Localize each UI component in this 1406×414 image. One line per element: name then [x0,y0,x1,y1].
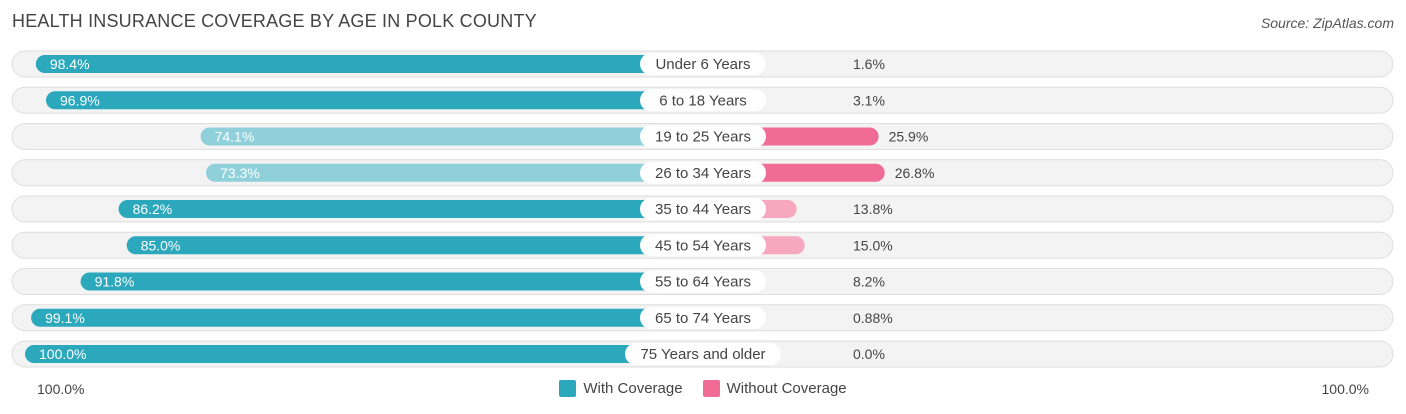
with-coverage-bar [118,200,703,218]
with-coverage-value: 91.8% [95,274,135,290]
with-coverage-bar [80,272,703,291]
axis-right-label: 100.0% [1321,381,1369,397]
category-label: 55 to 64 Years [655,274,751,291]
category-label-pill [640,161,766,184]
with-coverage-bar [206,163,703,182]
source-note: Source: ZipAtlas.com [1260,15,1394,31]
category-label-pill [625,343,781,365]
category-label-pill [640,198,766,220]
category-label-pill [640,270,766,293]
with-coverage-bar [31,308,704,327]
without-coverage-value: 3.1% [853,92,885,108]
without-coverage-value: 8.2% [853,274,885,290]
with-coverage-value: 100.0% [39,346,86,362]
legend-item-with-coverage: With Coverage [559,380,683,397]
without-coverage-value: 26.8% [895,165,935,181]
with-coverage-bar [126,236,703,255]
without-coverage-value: 0.88% [853,310,893,326]
legend-swatch-with-coverage [559,380,577,397]
chart-plot: 98.4% Under 6 Years 1.6% 96.9% 6 to 18 Years… [11,50,1394,368]
with-coverage-value: 98.4% [50,56,90,72]
legend-swatch-without-coverage [702,380,720,397]
with-coverage-value: 74.1% [215,129,255,145]
category-label: 65 to 74 Years [655,310,751,327]
category-label: 19 to 25 Years [655,129,751,146]
legend-item-without-coverage: Without Coverage [702,380,847,397]
legend: With Coverage Without Coverage [0,380,1406,397]
with-coverage-bar [35,55,703,73]
category-label: 26 to 34 Years [655,165,751,182]
with-coverage-bar [46,91,703,110]
category-label-pill [640,89,766,112]
with-coverage-bar [25,345,703,363]
without-coverage-value: 1.6% [853,56,885,72]
category-label-pill [640,306,766,329]
chart-title: HEALTH INSURANCE COVERAGE BY AGE IN POLK… [12,11,537,31]
with-coverage-value: 86.2% [133,201,173,217]
without-coverage-value: 13.8% [853,201,893,217]
with-coverage-value: 85.0% [141,237,181,253]
without-coverage-value: 0.0% [853,346,885,362]
category-label: 75 Years and older [640,346,765,363]
without-coverage-value: 25.9% [889,129,929,145]
category-label: 35 to 44 Years [655,201,751,218]
category-label-pill [640,234,766,257]
category-label-pill [640,53,766,75]
category-label: 6 to 18 Years [659,92,747,109]
category-label: 45 to 54 Years [655,237,751,254]
with-coverage-bar [200,127,704,146]
with-coverage-value: 99.1% [45,310,85,326]
axis-left-label: 100.0% [37,381,85,397]
with-coverage-value: 73.3% [220,165,260,181]
without-coverage-value: 15.0% [853,237,893,253]
category-label: Under 6 Years [655,56,750,73]
legend-label-with-coverage: With Coverage [583,380,683,397]
with-coverage-value: 96.9% [60,92,100,108]
legend-label-without-coverage: Without Coverage [726,380,847,397]
category-label-pill [640,125,766,148]
